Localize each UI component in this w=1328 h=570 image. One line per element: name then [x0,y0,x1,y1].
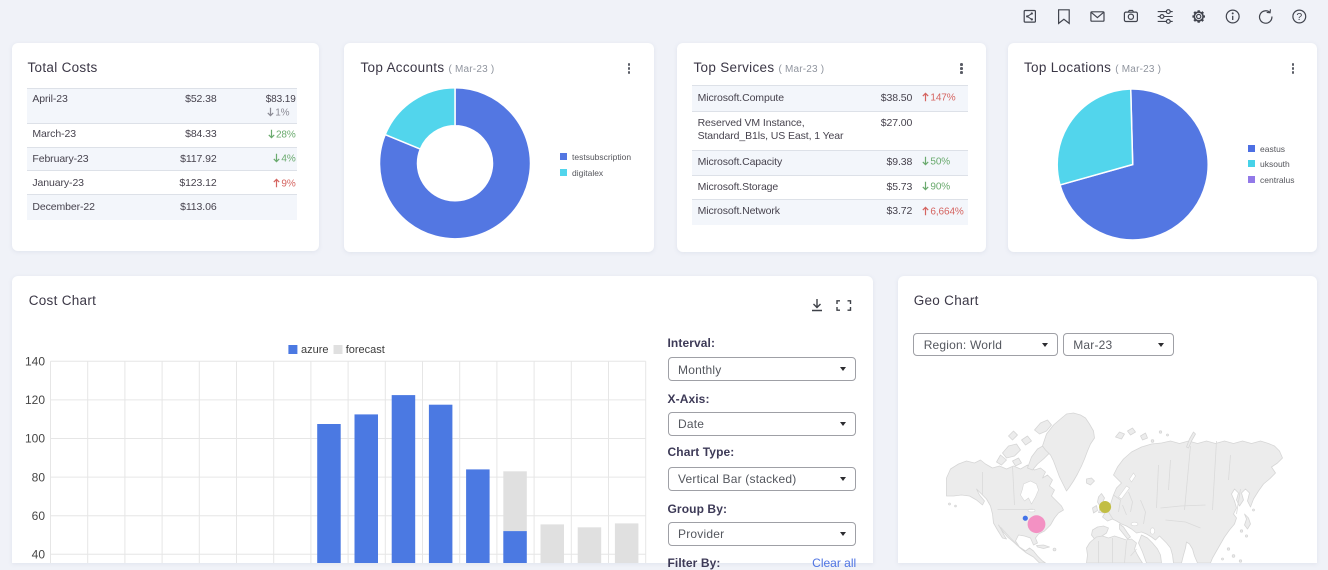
svg-text:100: 100 [25,432,45,446]
svg-text:140: 140 [25,355,45,369]
svg-text:forecast: forecast [345,344,384,356]
svg-text:80: 80 [31,470,45,484]
svg-text:120: 120 [25,393,45,407]
svg-text:?: ? [1296,11,1302,23]
svg-text:60: 60 [31,509,45,523]
svg-text:azure: azure [301,344,329,356]
svg-text:40: 40 [31,548,45,562]
